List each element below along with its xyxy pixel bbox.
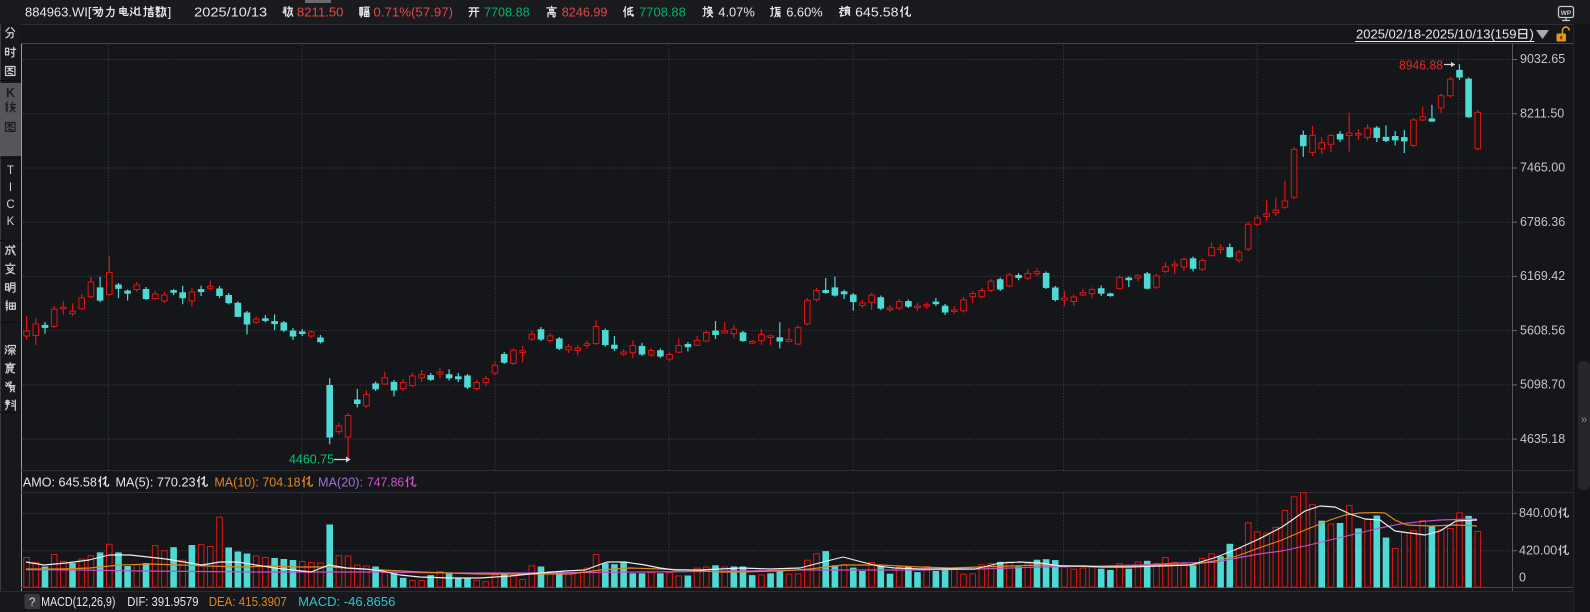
svg-text:MA(5): 770.23: MA(5): 770.23 (116, 475, 196, 490)
svg-text:645.58: 645.58 (855, 5, 898, 20)
svg-text:6169.42: 6169.42 (1520, 269, 1565, 283)
svg-text:4.07%: 4.07% (718, 5, 755, 20)
svg-text:MA(20):: MA(20): (318, 475, 363, 490)
svg-text:DEA: 415.3907: DEA: 415.3907 (209, 594, 287, 609)
svg-text:8946.88: 8946.88 (1399, 58, 1443, 73)
svg-text:5098.70: 5098.70 (1520, 378, 1565, 392)
svg-text:420.00: 420.00 (1519, 543, 1557, 557)
svg-text:8211.50: 8211.50 (297, 5, 344, 20)
svg-text:6.60%: 6.60% (786, 5, 823, 20)
svg-text:MACD: -46.8656: MACD: -46.8656 (298, 594, 395, 609)
svg-text:): ) (1529, 27, 1533, 42)
svg-text:»: » (1581, 414, 1587, 426)
svg-text:I: I (9, 182, 12, 194)
svg-text:840.00: 840.00 (1519, 506, 1557, 520)
svg-text:AMO: 645.58: AMO: 645.58 (23, 475, 97, 490)
svg-text:5608.56: 5608.56 (1520, 323, 1565, 337)
svg-text:7708.88: 7708.88 (484, 5, 530, 20)
svg-text:WP: WP (1561, 10, 1572, 17)
svg-text:884963.WI[: 884963.WI[ (25, 5, 92, 20)
svg-text:4635.18: 4635.18 (1520, 432, 1565, 446)
svg-text:7465.00: 7465.00 (1520, 161, 1565, 175)
svg-text:MACD(12,26,9): MACD(12,26,9) (41, 594, 115, 609)
svg-text:K: K (6, 86, 15, 100)
svg-text:4460.75: 4460.75 (289, 452, 334, 467)
svg-text:8211.50: 8211.50 (1520, 106, 1564, 120)
svg-text:2025/02/18-2025/10/13(159: 2025/02/18-2025/10/13(159 (1356, 27, 1516, 42)
svg-text:7708.88: 7708.88 (639, 5, 686, 20)
svg-text:0.71%(57.97): 0.71%(57.97) (373, 5, 453, 20)
svg-text:747.86: 747.86 (367, 475, 404, 490)
svg-text:2025/10/13: 2025/10/13 (194, 5, 267, 20)
svg-text:8246.99: 8246.99 (562, 5, 608, 20)
svg-text:?: ? (29, 597, 35, 609)
svg-text:K: K (7, 216, 15, 228)
svg-text:]: ] (168, 5, 172, 20)
svg-text:6786.36: 6786.36 (1520, 215, 1565, 229)
svg-text:0: 0 (1519, 571, 1526, 585)
svg-text:9032.65: 9032.65 (1520, 52, 1565, 66)
svg-text:DIF: 391.9579: DIF: 391.9579 (127, 594, 198, 609)
svg-text:T: T (7, 165, 14, 177)
svg-text:C: C (6, 199, 14, 211)
svg-text:MA(10): 704.18: MA(10): 704.18 (214, 475, 300, 490)
